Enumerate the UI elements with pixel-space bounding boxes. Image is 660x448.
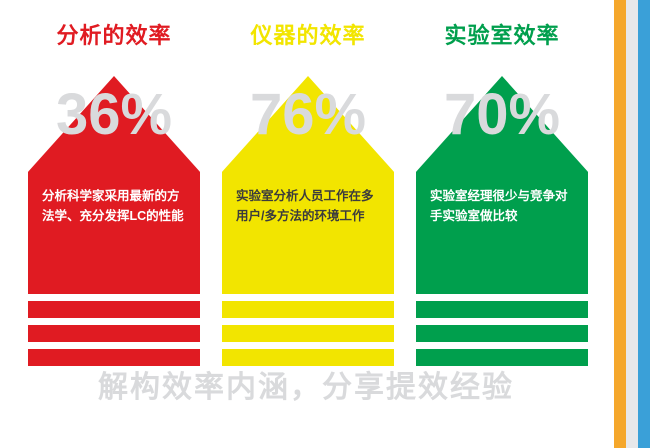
arrow-column-2: 实验室经理很少与竞争对手实验室做比较: [416, 76, 588, 366]
diagram-stage: 分析的效率 分析科学家采用最新的方法学、充分发挥LC的性能 36% 仪器的效率 …: [28, 23, 588, 404]
column-body-1: 实验室分析人员工作在多用户/多方法的环境工作: [236, 189, 374, 223]
column-heading-2: 实验室效率: [444, 23, 560, 48]
arrow-segment-0-3: [28, 349, 200, 366]
edge-strip-orange: [614, 0, 626, 448]
arrow-segment-1-2: [222, 325, 394, 342]
column-body-2: 实验室经理很少与竞争对手实验室做比较: [430, 189, 568, 223]
arrow-segment-2-3: [416, 349, 588, 366]
arrow-segment-0-1: [28, 301, 200, 318]
edge-strip-blue: [638, 0, 650, 448]
slide-tagline: 解构效率内涵，分享提效经验: [98, 371, 514, 404]
column-body-0: 分析科学家采用最新的方法学、充分发挥LC的性能: [42, 189, 184, 223]
column-heading-1: 仪器的效率: [250, 23, 366, 48]
edge-strip-white-outer: [650, 0, 660, 448]
arrow-shape-2: [416, 76, 588, 294]
arrow-segment-2-1: [416, 301, 588, 318]
arrow-shape-0: [28, 76, 200, 294]
arrow-shape-1: [222, 76, 394, 294]
arrow-segment-1-3: [222, 349, 394, 366]
arrow-column-1: 实验室分析人员工作在多用户/多方法的环境工作: [222, 76, 394, 366]
column-heading-0: 分析的效率: [56, 23, 172, 48]
arrow-column-0: 分析科学家采用最新的方法学、充分发挥LC的性能: [28, 76, 200, 366]
arrow-segment-1-1: [222, 301, 394, 318]
edge-strip-grey: [626, 0, 638, 448]
arrow-segment-2-2: [416, 325, 588, 342]
edge-strip-white: [602, 0, 614, 448]
arrow-segment-0-2: [28, 325, 200, 342]
